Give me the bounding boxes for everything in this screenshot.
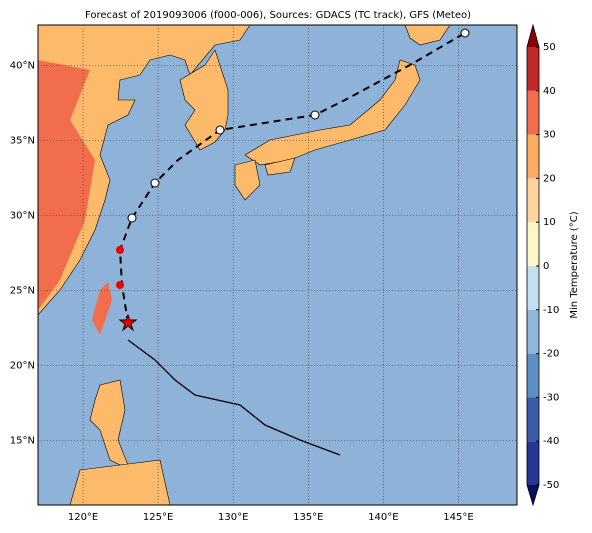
colorbar-band: [527, 397, 539, 442]
lat-label: 35°N: [10, 136, 35, 147]
colorbar-tick-label: -50: [543, 480, 559, 491]
colorbar-extend-low: [527, 485, 539, 505]
colorbar-band: [527, 222, 539, 266]
colorbar-band: [527, 353, 539, 398]
past-track: [127, 339, 341, 456]
korea: [179, 49, 229, 151]
colorbar-band: [527, 134, 539, 179]
colorbar-tick-label: -10: [543, 305, 559, 316]
lat-label: 25°N: [10, 286, 35, 297]
lat-label: 30°N: [10, 211, 35, 222]
colorbar-band: [527, 47, 539, 91]
colorbar-tick-label: -30: [543, 392, 559, 403]
title: Forecast of 2019093006 (f000-006), Sourc…: [85, 10, 471, 21]
storm-symbol: [310, 110, 320, 120]
colorbar-label: Min Temperature (°C): [569, 211, 580, 318]
colorbar-tick-label: 50: [543, 42, 556, 53]
warm-region: [38, 60, 95, 310]
graticule: [38, 25, 517, 505]
lon-label: 125°E: [143, 512, 173, 523]
storm-symbol: [150, 178, 160, 188]
storm-symbol: [215, 125, 225, 135]
colorbar-band: [527, 266, 539, 310]
colorbar-tick-label: -40: [543, 436, 559, 447]
storm-symbol: [116, 246, 124, 254]
colorbar-tick-label: 10: [543, 217, 556, 228]
colorbar-tick-label: 0: [543, 261, 549, 272]
lon-label: 135°E: [293, 512, 323, 523]
honshu: [244, 59, 421, 166]
kyushu: [234, 159, 261, 201]
lon-label: 140°E: [368, 512, 398, 523]
taiwan: [92, 282, 112, 335]
current-position: [118, 313, 138, 332]
storm-symbol: [116, 281, 124, 289]
colorbar-band: [527, 178, 539, 223]
colorbar-tick-label: 20: [543, 173, 556, 184]
colorbar-band: [527, 90, 539, 135]
lon-label: 145°E: [443, 512, 473, 523]
colorbar-band: [527, 441, 539, 485]
map: [37, 24, 518, 506]
map-frame: [37, 24, 518, 506]
colorbar-tick-label: -20: [543, 349, 559, 360]
lon-label: 120°E: [68, 512, 98, 523]
shikoku: [264, 157, 296, 176]
storm-symbol: [460, 28, 470, 38]
mainland: [37, 24, 251, 316]
storm-symbols: [116, 28, 470, 332]
lat-label: 20°N: [10, 361, 35, 372]
colorbar-tick-label: 40: [543, 86, 556, 97]
lat-label: 15°N: [10, 436, 35, 447]
colorbar-band: [527, 309, 539, 354]
lat-label: 40°N: [10, 61, 35, 72]
forecast-track: [118, 32, 466, 324]
colorbar-extend-high: [527, 25, 539, 47]
colorbar: -50 -40 -30 -20 -10 0 10 20 30 40 50: [526, 23, 559, 507]
lon-label: 130°E: [218, 512, 248, 523]
colorbar-tick-label: 30: [543, 130, 556, 141]
storm-symbol: [127, 213, 137, 223]
